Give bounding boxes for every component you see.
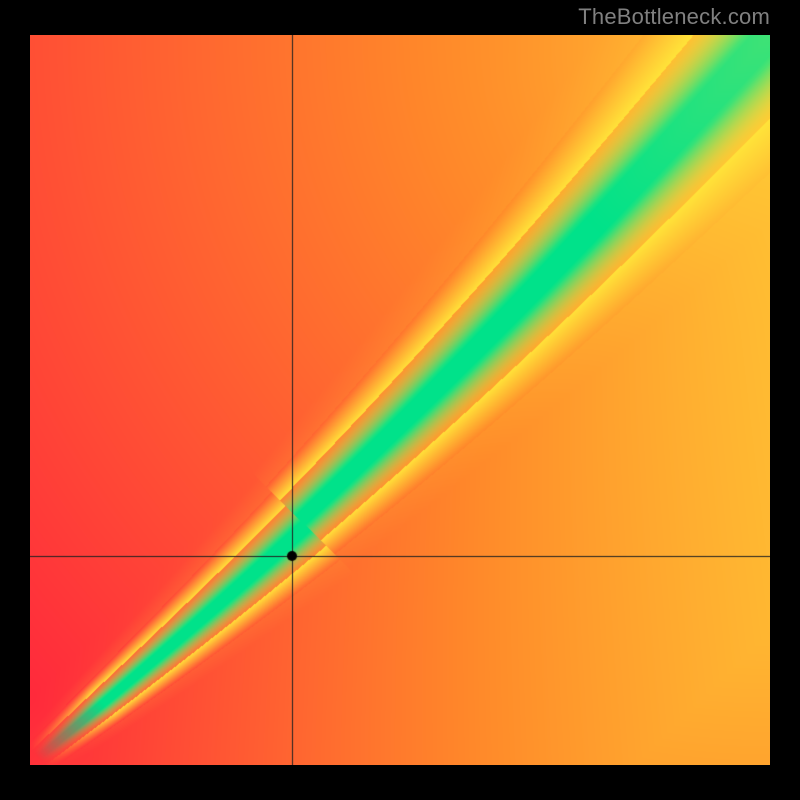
watermark-text: TheBottleneck.com bbox=[578, 4, 770, 30]
bottleneck-heatmap bbox=[30, 35, 770, 765]
heatmap-canvas bbox=[30, 35, 770, 765]
